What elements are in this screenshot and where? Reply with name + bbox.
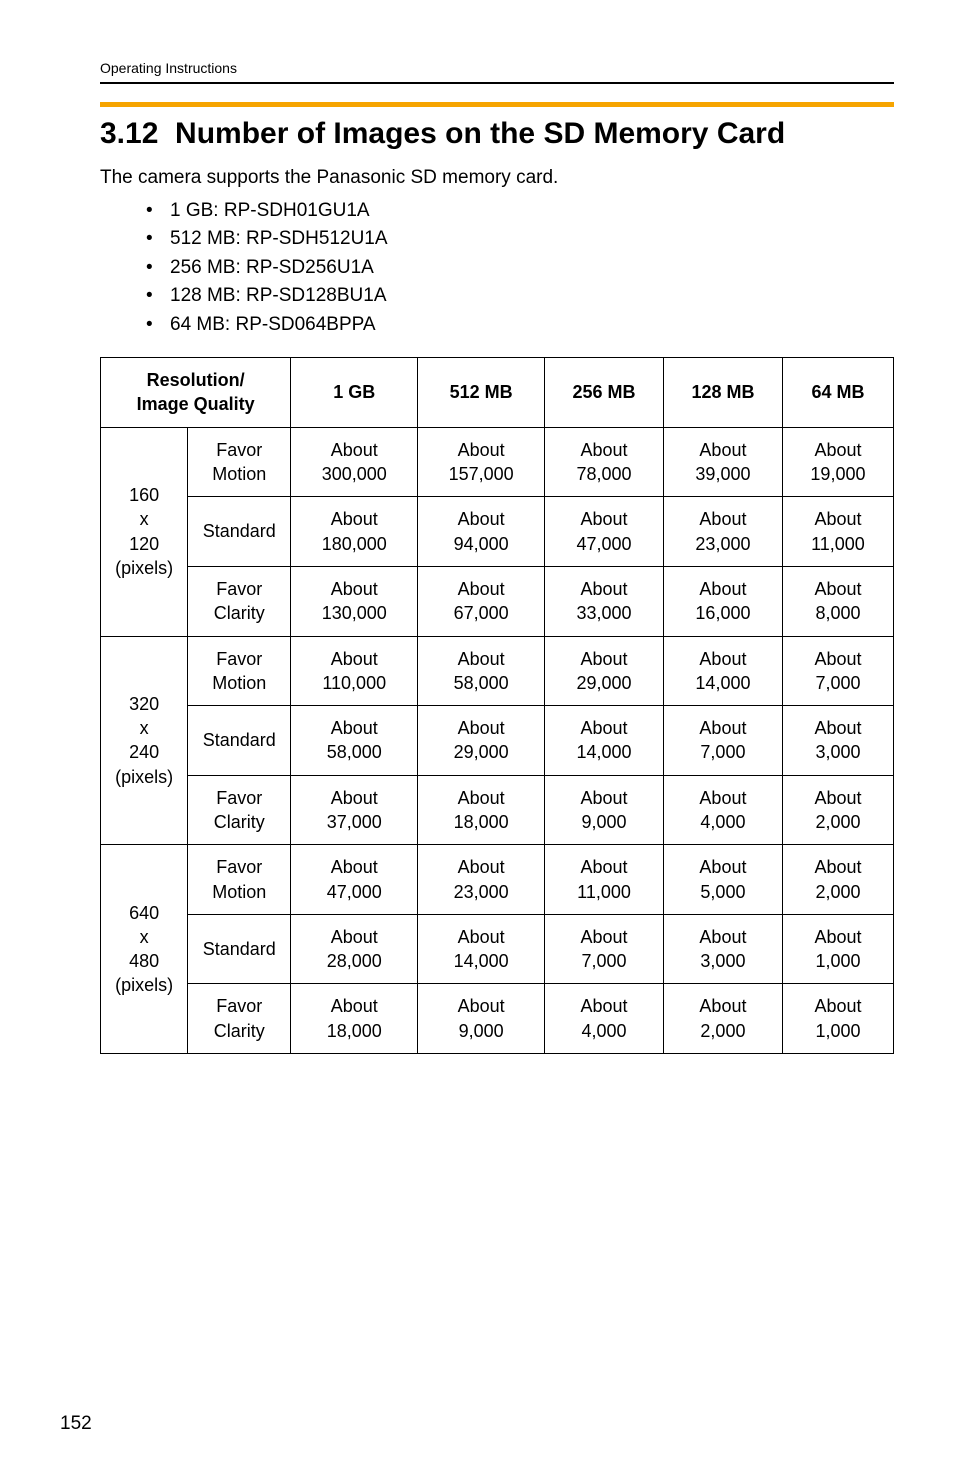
cell-image-quality: FavorClarity	[188, 984, 291, 1054]
section-title: 3.12 Number of Images on the SD Memory C…	[100, 107, 894, 151]
cell-value: About2,000	[782, 845, 893, 915]
cell-value: About9,000	[545, 775, 664, 845]
header-res-iq: Resolution/Image Quality	[101, 358, 291, 428]
header-512mb: 512 MB	[418, 358, 545, 428]
cell-value: About94,000	[418, 497, 545, 567]
cell-value: About18,000	[418, 775, 545, 845]
cell-image-quality: Standard	[188, 706, 291, 776]
cell-value: About58,000	[291, 706, 418, 776]
cell-image-quality: FavorMotion	[188, 636, 291, 706]
list-item: 512 MB: RP-SDH512U1A	[170, 225, 894, 254]
cell-resolution: 320x240(pixels)	[101, 636, 188, 845]
cell-value: About8,000	[782, 566, 893, 636]
cell-value: About37,000	[291, 775, 418, 845]
cell-value: About157,000	[418, 427, 545, 497]
header-256mb: 256 MB	[545, 358, 664, 428]
capacity-table: Resolution/Image Quality 1 GB 512 MB 256…	[100, 357, 894, 1054]
cell-value: About78,000	[545, 427, 664, 497]
header-64mb: 64 MB	[782, 358, 893, 428]
cell-value: About67,000	[418, 566, 545, 636]
cell-image-quality: Standard	[188, 497, 291, 567]
cell-value: About28,000	[291, 914, 418, 984]
cell-value: About39,000	[663, 427, 782, 497]
cell-value: About2,000	[663, 984, 782, 1054]
cell-value: About9,000	[418, 984, 545, 1054]
cell-value: About3,000	[663, 914, 782, 984]
list-item: 1 GB: RP-SDH01GU1A	[170, 197, 894, 226]
cell-value: About14,000	[418, 914, 545, 984]
cell-value: About11,000	[545, 845, 664, 915]
cell-image-quality: FavorMotion	[188, 427, 291, 497]
cell-value: About33,000	[545, 566, 664, 636]
cell-value: About7,000	[663, 706, 782, 776]
cell-value: About180,000	[291, 497, 418, 567]
table-row: StandardAbout28,000About14,000About7,000…	[101, 914, 894, 984]
cell-value: About300,000	[291, 427, 418, 497]
table-row: StandardAbout180,000About94,000About47,0…	[101, 497, 894, 567]
header-128mb: 128 MB	[663, 358, 782, 428]
list-item: 128 MB: RP-SD128BU1A	[170, 282, 894, 311]
cell-value: About58,000	[418, 636, 545, 706]
cell-value: About110,000	[291, 636, 418, 706]
header-rule	[100, 82, 894, 84]
cell-value: About19,000	[782, 427, 893, 497]
cell-value: About11,000	[782, 497, 893, 567]
cell-value: About16,000	[663, 566, 782, 636]
cell-value: About130,000	[291, 566, 418, 636]
cell-value: About23,000	[418, 845, 545, 915]
table-row: FavorClarityAbout37,000About18,000About9…	[101, 775, 894, 845]
list-item: 64 MB: RP-SD064BPPA	[170, 311, 894, 340]
cell-value: About4,000	[545, 984, 664, 1054]
table-row: 640x480(pixels)FavorMotionAbout47,000Abo…	[101, 845, 894, 915]
header-1gb: 1 GB	[291, 358, 418, 428]
cell-value: About3,000	[782, 706, 893, 776]
cell-value: About2,000	[782, 775, 893, 845]
running-head: Operating Instructions	[100, 60, 894, 76]
cell-value: About1,000	[782, 984, 893, 1054]
cell-value: About47,000	[291, 845, 418, 915]
cell-value: About5,000	[663, 845, 782, 915]
list-item: 256 MB: RP-SD256U1A	[170, 254, 894, 283]
cell-value: About1,000	[782, 914, 893, 984]
cell-value: About7,000	[782, 636, 893, 706]
table-header-row: Resolution/Image Quality 1 GB 512 MB 256…	[101, 358, 894, 428]
cell-value: About14,000	[545, 706, 664, 776]
table-row: 160x120(pixels)FavorMotionAbout300,000Ab…	[101, 427, 894, 497]
cell-image-quality: FavorClarity	[188, 566, 291, 636]
page-number: 152	[60, 1413, 92, 1435]
cell-value: About29,000	[545, 636, 664, 706]
cell-value: About47,000	[545, 497, 664, 567]
table-body: 160x120(pixels)FavorMotionAbout300,000Ab…	[101, 427, 894, 1053]
table-row: 320x240(pixels)FavorMotionAbout110,000Ab…	[101, 636, 894, 706]
cell-image-quality: FavorClarity	[188, 775, 291, 845]
cell-value: About14,000	[663, 636, 782, 706]
cell-value: About18,000	[291, 984, 418, 1054]
cell-image-quality: Standard	[188, 914, 291, 984]
cell-resolution: 160x120(pixels)	[101, 427, 188, 636]
intro-text: The camera supports the Panasonic SD mem…	[100, 165, 894, 191]
cell-image-quality: FavorMotion	[188, 845, 291, 915]
table-row: FavorClarityAbout18,000About9,000About4,…	[101, 984, 894, 1054]
cell-value: About4,000	[663, 775, 782, 845]
table-row: StandardAbout58,000About29,000About14,00…	[101, 706, 894, 776]
cell-value: About23,000	[663, 497, 782, 567]
table-row: FavorClarityAbout130,000About67,000About…	[101, 566, 894, 636]
supported-cards-list: 1 GB: RP-SDH01GU1A 512 MB: RP-SDH512U1A …	[100, 197, 894, 340]
cell-value: About7,000	[545, 914, 664, 984]
cell-resolution: 640x480(pixels)	[101, 845, 188, 1054]
cell-value: About29,000	[418, 706, 545, 776]
